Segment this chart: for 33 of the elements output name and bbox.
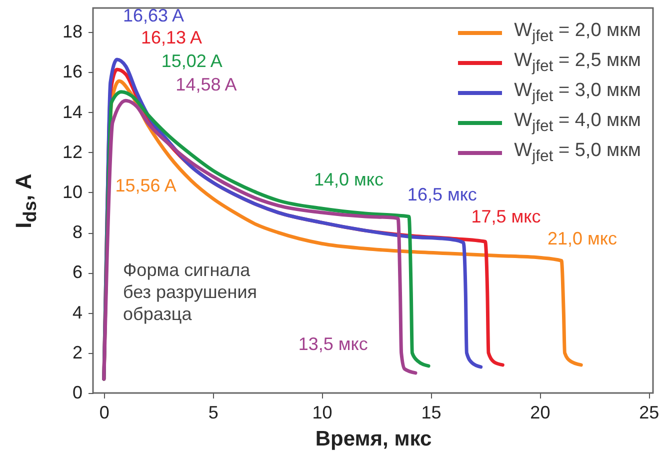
x-tick-label: 0 <box>99 402 110 422</box>
y-tick-label: 12 <box>62 142 82 162</box>
x-tick-label: 15 <box>421 402 442 422</box>
annotation: 15,02 A <box>161 50 222 71</box>
annotation: Форма сигнала без разрушения образца <box>123 260 258 324</box>
annotation: 14,58 A <box>176 74 237 95</box>
x-tick-label: 10 <box>312 402 332 422</box>
annotation: 21,0 мкс <box>547 228 617 249</box>
y-tick-label: 8 <box>72 222 82 242</box>
annotation: 17,5 мкс <box>471 206 541 227</box>
annotation: 14,0 мкс <box>314 170 384 190</box>
y-tick-label: 6 <box>72 262 82 282</box>
legend-label: W$_{jfet}$ = 3,0 мкм <box>514 80 641 106</box>
annotation: 16,13 A <box>140 28 202 48</box>
y-tick-label: 18 <box>62 22 82 42</box>
x-tick-label: 25 <box>639 402 660 422</box>
legend-label: W$_{jfet}$ = 5,0 мкм <box>514 140 641 166</box>
y-tick-label: 0 <box>72 382 82 402</box>
legend-label: W$_{jfet}$ = 4,0 мкм <box>514 110 641 136</box>
annotation: 16,63 A <box>122 6 184 26</box>
y-tick-label: 14 <box>62 102 82 122</box>
x-axis-title: Время, мкс <box>315 428 432 450</box>
legend-label: W$_{jfet}$ = 2,0 мкм <box>514 20 641 46</box>
x-tick-label: 5 <box>208 402 218 422</box>
x-tick-label: 20 <box>530 402 550 422</box>
y-tick-label: 10 <box>62 182 82 202</box>
y-tick-label: 2 <box>72 342 82 362</box>
annotation: 16,5 мкс <box>407 184 477 205</box>
annotation: 15,56 A <box>115 175 176 196</box>
y-tick-label: 16 <box>62 62 82 82</box>
annotation: 13,5 мкс <box>298 334 368 354</box>
y-tick-label: 4 <box>72 302 82 322</box>
legend-label: W$_{jfet}$ = 2,5 мкм <box>514 50 641 76</box>
